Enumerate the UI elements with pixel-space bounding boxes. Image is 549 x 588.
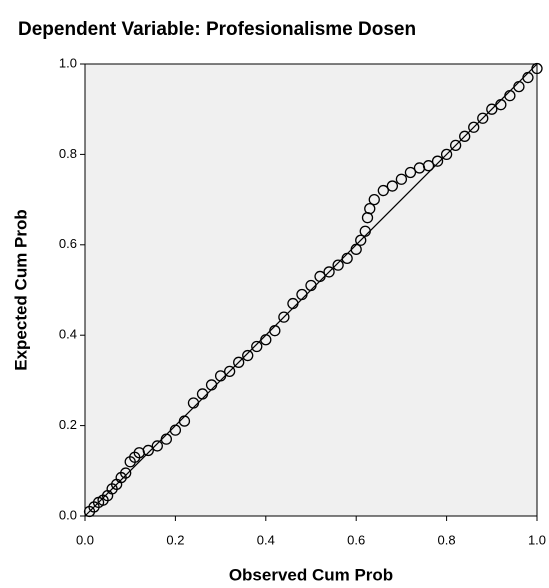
x-tick-label: 0.8 xyxy=(438,532,456,547)
y-tick-label: 0.8 xyxy=(59,146,77,161)
x-tick-label: 0.4 xyxy=(257,532,275,547)
y-tick-label: 0.0 xyxy=(59,507,77,522)
y-axis-title: Expected Cum Prob xyxy=(11,209,30,371)
y-tick-label: 1.0 xyxy=(59,55,77,70)
chart-title: Dependent Variable: Profesionalisme Dose… xyxy=(18,19,416,40)
y-tick-label: 0.2 xyxy=(59,417,77,432)
x-tick-label: 0.2 xyxy=(166,532,184,547)
y-tick-label: 0.4 xyxy=(59,327,77,342)
x-tick-label: 1.0 xyxy=(528,532,546,547)
x-axis-title: Observed Cum Prob xyxy=(229,565,393,584)
x-tick-label: 0.6 xyxy=(347,532,365,547)
y-tick-label: 0.6 xyxy=(59,236,77,251)
x-tick-label: 0.0 xyxy=(76,532,94,547)
chart: Dependent Variable: Profesionalisme Dose… xyxy=(0,0,549,588)
